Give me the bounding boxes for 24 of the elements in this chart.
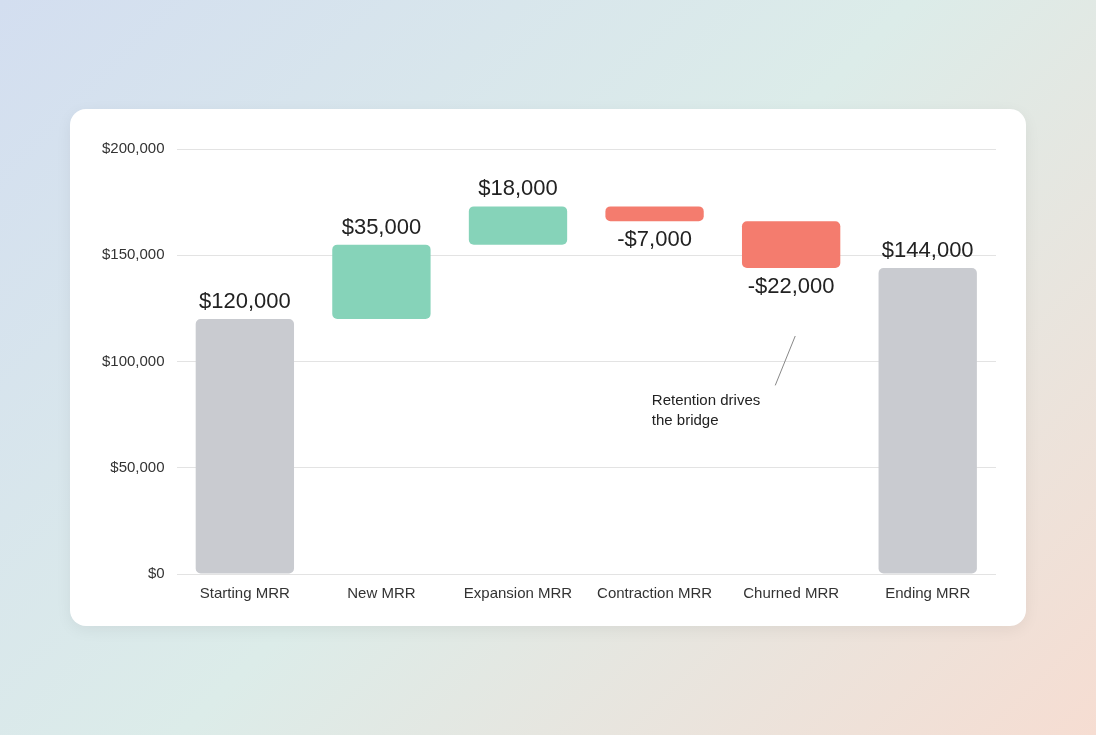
bar — [605, 206, 704, 222]
data-label: $18,000 — [478, 175, 558, 201]
data-label: $120,000 — [198, 288, 291, 314]
data-label: $35,000 — [341, 213, 422, 239]
bar — [878, 268, 977, 574]
x-tick-label: Churned MRR — [743, 584, 840, 602]
y-tick-label: $50,000 — [110, 457, 165, 475]
data-label: -$7,000 — [617, 226, 692, 252]
y-tick-label: $150,000 — [101, 245, 165, 263]
bar — [741, 221, 841, 268]
bar — [468, 206, 568, 245]
x-tick-label: Contraction MRR — [597, 584, 713, 602]
x-tick-label: Expansion MRR — [463, 584, 573, 602]
y-tick-label: $200,000 — [101, 139, 165, 157]
data-label: -$22,000 — [747, 273, 835, 299]
x-tick-label: Ending MRR — [885, 584, 971, 602]
bar — [332, 244, 431, 319]
annotation: Retention drives the bridge — [651, 391, 761, 429]
bar — [195, 319, 295, 574]
x-tick-label: Starting MRR — [199, 584, 291, 602]
x-tick-label: New MRR — [347, 584, 416, 602]
data-label: $144,000 — [881, 237, 974, 263]
y-tick-label: $100,000 — [101, 351, 165, 369]
y-tick-label: $0 — [147, 564, 165, 582]
